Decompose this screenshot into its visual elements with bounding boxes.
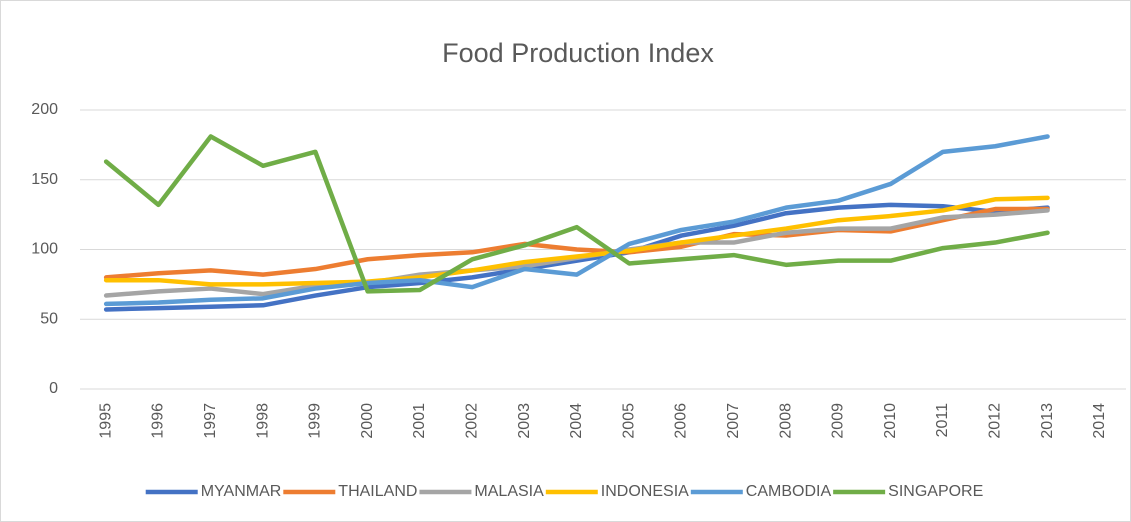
legend: MYANMAR THAILAND MALASIA INDONESIA CAMBODIA S… [145, 483, 983, 500]
x-tick-label: 1997 [202, 403, 219, 439]
chart-title: Food Production Index [442, 38, 714, 68]
y-tick-label: 100 [31, 241, 58, 258]
y-tick-label: 50 [40, 310, 58, 327]
legend-label: CAMBODIA [746, 483, 832, 500]
x-tick-label: 2014 [1091, 403, 1108, 439]
x-tick-label: 2008 [777, 403, 794, 439]
x-tick-label: 2003 [516, 403, 533, 439]
y-tick-label: 0 [49, 380, 58, 397]
x-tick-label: 2007 [725, 403, 742, 439]
series-line [103, 134, 1050, 294]
series-line [103, 195, 1050, 287]
x-tick-label: 2012 [986, 403, 1003, 439]
x-tick-label: 2009 [830, 403, 847, 439]
x-tick-label: 2005 [620, 403, 637, 439]
x-tick-label: 1995 [97, 403, 114, 439]
legend-label: THAILAND [338, 483, 417, 500]
series-line [103, 202, 1050, 312]
series-line [103, 134, 1050, 307]
x-tick-label: 2004 [568, 403, 585, 439]
x-tick-label: 1996 [150, 403, 167, 439]
x-tick-label: 2006 [673, 403, 690, 439]
y-tick-label: 150 [31, 171, 58, 188]
series-line [103, 206, 1050, 280]
x-tick-label: 1998 [254, 403, 271, 439]
x-tick-label: 2001 [411, 403, 428, 439]
legend-label: INDONESIA [601, 483, 689, 500]
x-tick-label: 2013 [1039, 403, 1056, 439]
x-tick-label: 1999 [307, 403, 324, 439]
x-tick-label: 2000 [359, 403, 376, 439]
x-tick-label: 2002 [463, 403, 480, 439]
y-tick-label: 200 [31, 101, 58, 118]
legend-label: MALASIA [474, 483, 544, 500]
legend-label: SINGAPORE [888, 483, 983, 500]
x-tick-label: 2011 [934, 403, 951, 438]
x-tick-label: 2010 [882, 403, 899, 439]
legend-label: MYANMAR [201, 483, 282, 500]
